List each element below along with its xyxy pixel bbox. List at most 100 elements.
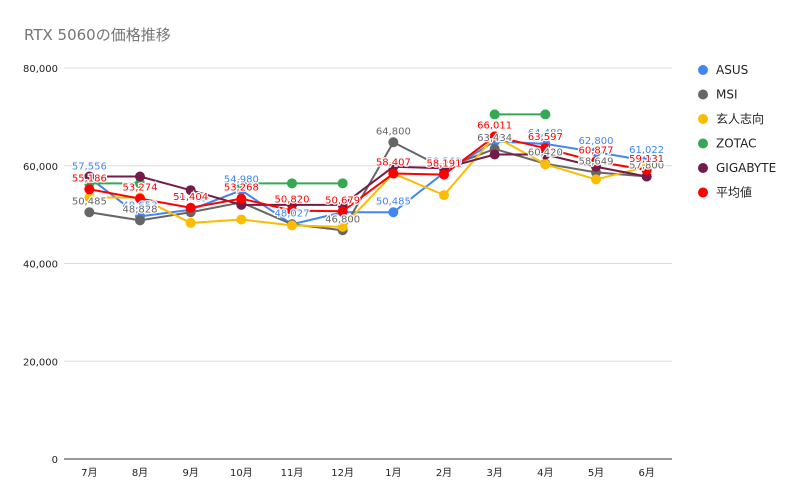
data-label: 63,597 <box>528 132 563 143</box>
data-label: 64,800 <box>376 126 411 137</box>
legend-marker <box>698 138 708 149</box>
x-tick-label: 10月 <box>230 467 253 479</box>
data-label: 58,407 <box>376 158 411 169</box>
data-point <box>388 207 399 218</box>
x-tick-label: 2月 <box>436 467 452 479</box>
data-label: 49,653 <box>123 200 158 211</box>
data-label: 58,649 <box>579 156 614 167</box>
x-tick-label: 1月 <box>385 467 401 479</box>
x-tick-label: 11月 <box>281 467 304 479</box>
data-label: 57,800 <box>629 161 664 172</box>
data-point <box>84 192 95 203</box>
data-point <box>388 168 399 179</box>
data-label: 50,485 <box>376 196 411 207</box>
data-labels: 57,556 49,653 50,485 54,980 48,027 50,485 58,5… <box>71 119 666 226</box>
data-label: 46,800 <box>325 214 360 225</box>
legend: ASUS MSI 玄人志向 ZOTAC GIGABYTE 平均値 <box>698 63 776 200</box>
data-label: 50,820 <box>275 195 310 206</box>
data-point <box>185 185 196 196</box>
legend-label: 平均値 <box>716 185 752 200</box>
x-tick-label: 12月 <box>331 467 354 479</box>
data-label: 48,027 <box>275 208 310 219</box>
data-point <box>236 178 247 189</box>
legend-marker <box>698 114 708 124</box>
data-point <box>236 185 247 196</box>
data-point <box>84 171 95 182</box>
legend-marker <box>698 89 708 100</box>
data-point <box>388 137 399 148</box>
y-tick-label: 60,000 <box>23 162 58 173</box>
data-point <box>135 178 145 189</box>
chart-title: RTX 5060の価格推移 <box>24 26 171 44</box>
data-label: 58,569 <box>427 157 462 168</box>
x-tick-label: 7月 <box>81 467 97 479</box>
series-layer <box>84 109 652 236</box>
x-tick-label: 9月 <box>182 467 198 479</box>
data-point <box>287 178 297 189</box>
data-point <box>84 184 95 195</box>
x-tick-label: 3月 <box>486 467 502 479</box>
legend-label: GIGABYTE <box>716 161 776 175</box>
data-label: 59,131 <box>629 154 664 165</box>
data-label: 66,011 <box>477 120 512 131</box>
data-point <box>591 156 601 167</box>
x-axis-ticks: 7月 8月 9月 10月 11月 12月 1月 2月 3月 4月 5月 6月 <box>81 467 655 479</box>
data-point <box>135 193 145 204</box>
data-point <box>84 207 95 218</box>
series-line <box>88 140 647 226</box>
data-point <box>591 174 601 185</box>
legend-label: 玄人志向 <box>716 111 764 126</box>
x-tick-label: 4月 <box>537 467 553 479</box>
data-point <box>540 159 551 170</box>
data-label: 50,679 <box>325 195 360 206</box>
data-label: 60,420 <box>528 148 563 159</box>
x-tick-label: 5月 <box>588 467 604 479</box>
data-point <box>236 214 247 225</box>
data-point <box>439 190 449 201</box>
data-point <box>641 164 652 175</box>
x-tick-label: 8月 <box>132 467 148 479</box>
series-5 <box>84 131 652 217</box>
data-point <box>236 193 247 204</box>
data-point <box>135 171 145 182</box>
y-tick-label: 0 <box>52 455 58 466</box>
legend-marker <box>698 187 708 198</box>
data-point <box>185 217 196 228</box>
data-label: 60,877 <box>579 145 614 156</box>
series-line <box>89 153 647 206</box>
data-label: 53,274 <box>123 183 158 194</box>
data-label: 51,404 <box>173 192 208 203</box>
y-axis-ticks: 0 20,000 40,000 60,000 80,000 <box>23 64 58 466</box>
data-point <box>540 143 551 154</box>
legend-marker <box>698 163 708 173</box>
y-tick-label: 40,000 <box>23 260 58 271</box>
data-point <box>287 220 297 231</box>
grid <box>64 67 672 460</box>
data-label: 61,022 <box>629 145 664 156</box>
series-line <box>89 135 647 213</box>
data-label: 48,828 <box>123 204 158 215</box>
data-label: 64,480 <box>528 128 563 139</box>
data-label: 58,191 <box>427 159 462 170</box>
data-point <box>489 149 500 160</box>
data-point <box>287 205 297 216</box>
data-label: 54,980 <box>224 174 259 185</box>
x-tick-label: 6月 <box>638 467 654 479</box>
series-line <box>89 135 647 228</box>
y-tick-label: 20,000 <box>23 357 58 368</box>
legend-label: MSI <box>716 88 738 102</box>
legend-marker <box>698 65 708 75</box>
data-label: 62,800 <box>579 136 614 147</box>
data-point <box>337 206 348 217</box>
data-label: 63,434 <box>477 133 512 144</box>
data-point <box>540 109 551 120</box>
legend-label: ZOTAC <box>716 137 756 151</box>
data-point <box>337 221 348 232</box>
data-point <box>591 147 601 158</box>
data-label: 50,485 <box>72 196 107 207</box>
data-label: 53,268 <box>224 183 259 194</box>
data-point <box>439 169 449 180</box>
data-point <box>489 131 500 142</box>
